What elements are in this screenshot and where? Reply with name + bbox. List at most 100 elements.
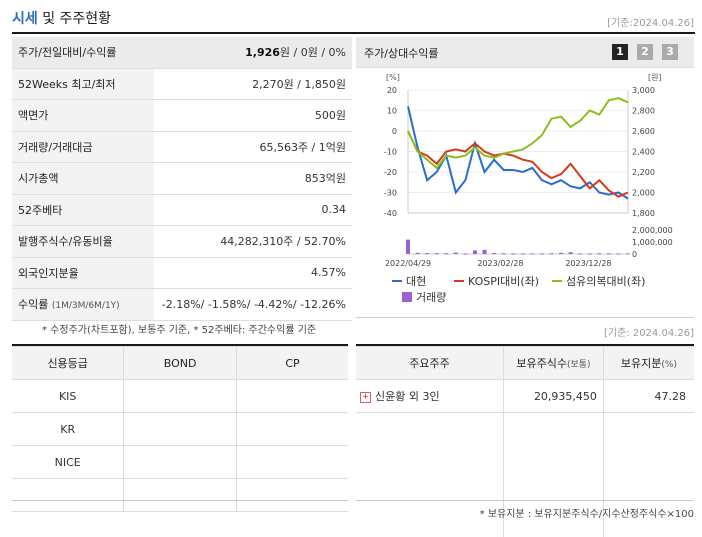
chart-title: 주가/상대수익률 <box>364 45 439 61</box>
legend-label: 거래량 <box>416 291 446 304</box>
info-row: 액면가 500원 <box>12 100 352 132</box>
info-row: 거래량/거래대금 65,563주 / 1억원 <box>12 131 352 163</box>
holder-name-cell[interactable]: +신윤황 외 3인 <box>356 380 504 413</box>
volume-bar <box>549 253 553 254</box>
volume-bar <box>588 254 592 255</box>
info-row: 52Weeks 최고/최저 2,270원 / 1,850원 <box>12 68 352 100</box>
y-left-tick: -10 <box>384 148 397 157</box>
expand-icon[interactable]: + <box>360 392 371 403</box>
volume-tick: 2,000,000 <box>632 226 673 235</box>
bond-header: BOND <box>124 347 237 380</box>
volume-tick: 1,000,000 <box>632 238 673 247</box>
info-row: 시가총액 853억원 <box>12 163 352 195</box>
info-label: 52Weeks 최고/최저 <box>12 68 154 100</box>
volume-bar <box>502 253 506 254</box>
legend-swatch <box>402 292 412 302</box>
y-left-tick: 0 <box>392 127 397 136</box>
volume-bar <box>559 253 563 254</box>
volume-bar <box>569 252 573 254</box>
y-left-tick: -30 <box>384 189 397 198</box>
returns-label: 수익률 (1M/3M/6M/1Y) <box>12 289 154 321</box>
table-row: NICE <box>12 446 348 479</box>
info-label: 주가/전일대비/수익률 <box>12 37 154 68</box>
returns-value: -2.18%/ -1.58%/ -4.42%/ -12.26% <box>154 289 352 321</box>
volume-bar <box>616 254 620 255</box>
volume-bar <box>492 253 496 254</box>
holder-header: 주요주주 <box>356 347 504 380</box>
volume-bar <box>435 253 439 254</box>
left-unit-label: [%] <box>386 73 400 82</box>
info-value: 1,926원 / 0원 / 0% <box>154 37 352 68</box>
y-left-tick: -40 <box>384 209 397 218</box>
volume-bar <box>416 253 420 254</box>
info-value: 44,282,310주 / 52.70% <box>154 226 352 258</box>
chart-page-2-button[interactable]: 2 <box>637 44 653 60</box>
volume-bar <box>607 253 611 254</box>
info-value: 4.57% <box>154 257 352 289</box>
volume-bar <box>473 250 477 254</box>
agency-cell: KR <box>12 413 124 446</box>
stock-chart: [%] [원] 20 10 0 -10 -20 -30 -40 3,000 2,800 2,600 2,… <box>356 68 694 316</box>
info-row: 발행주식수/유동비율 44,282,310주 / 52.70% <box>12 226 352 258</box>
y-left-tick: 20 <box>387 86 397 95</box>
bond-cell <box>124 380 237 413</box>
shares-header: 보유주식수(보통) <box>504 347 604 380</box>
chart-page-1-button[interactable]: 1 <box>612 44 628 60</box>
volume-tick: 0 <box>632 250 637 259</box>
holder-bottom-rule <box>356 500 694 501</box>
y-left-tick: 10 <box>387 107 397 116</box>
y-right-tick: 2,400 <box>632 148 655 157</box>
stake-header: 보유지분(%) <box>603 347 694 380</box>
info-value: 0.34 <box>154 194 352 226</box>
info-label: 외국인지분율 <box>12 257 154 289</box>
right-unit-label: [원] <box>648 73 662 82</box>
header-rule <box>12 32 695 34</box>
table-row <box>12 479 348 512</box>
volume-bar <box>540 253 544 254</box>
as-of-date-2: [기준: 2024.04.26] <box>604 324 694 339</box>
info-value: 853억원 <box>154 163 352 195</box>
volume-bar <box>483 250 487 254</box>
y-left-tick: -20 <box>384 168 397 177</box>
agency-cell: KIS <box>12 380 124 413</box>
y-right-tick: 2,200 <box>632 168 655 177</box>
cp-cell <box>236 380 348 413</box>
info-label: 거래량/거래대금 <box>12 131 154 163</box>
legend-label: KOSPI대비(좌) <box>468 275 539 288</box>
agency-cell: NICE <box>12 446 124 479</box>
info-label: 52주베타 <box>12 194 154 226</box>
volume-bar <box>521 254 525 255</box>
info-row: 52주베타 0.34 <box>12 194 352 226</box>
info-value: 2,270원 / 1,850원 <box>154 68 352 100</box>
info-row: 외국인지분율 4.57% <box>12 257 352 289</box>
legend-label: 섬유의복대비(좌) <box>566 275 645 288</box>
legend-label: 대현 <box>406 275 426 288</box>
y-right-tick: 2,800 <box>632 107 655 116</box>
returns-row: 수익률 (1M/3M/6M/1Y) -2.18%/ -1.58%/ -4.42%… <box>12 289 352 321</box>
cp-cell <box>236 413 348 446</box>
volume-bar <box>597 253 601 254</box>
section-title: 시세 및 주주현황 <box>12 8 111 28</box>
chart-page-3-button[interactable]: 3 <box>662 44 678 60</box>
y-right-tick: 3,000 <box>632 86 655 95</box>
y-right-tick: 2,000 <box>632 189 655 198</box>
credit-header: 신용등급 <box>12 347 124 380</box>
info-label: 발행주식수/유동비율 <box>12 226 154 258</box>
info-value: 500원 <box>154 100 352 132</box>
stake-cell: 47.28 <box>603 380 694 413</box>
y-right-tick: 1,800 <box>632 209 655 218</box>
volume-bar <box>444 253 448 254</box>
cp-cell <box>236 446 348 479</box>
shares-cell: 20,935,450 <box>504 380 604 413</box>
price-note: * 수정주가(차트포함), 보통주 기준, * 52주베타: 주간수익률 기준 <box>42 321 316 336</box>
info-row: 주가/전일대비/수익률 1,926원 / 0원 / 0% <box>12 37 352 68</box>
as-of-date: [기준:2024.04.26] <box>607 14 694 29</box>
table-row: +신윤황 외 3인 20,935,450 47.28 <box>356 380 694 413</box>
x-tick: 2022/04/29 <box>385 259 431 268</box>
bond-cell <box>124 479 237 512</box>
cp-cell <box>236 479 348 512</box>
bond-cell <box>124 413 237 446</box>
info-label: 시가총액 <box>12 163 154 195</box>
y-right-tick: 2,600 <box>632 127 655 136</box>
volume-bar <box>511 253 515 254</box>
